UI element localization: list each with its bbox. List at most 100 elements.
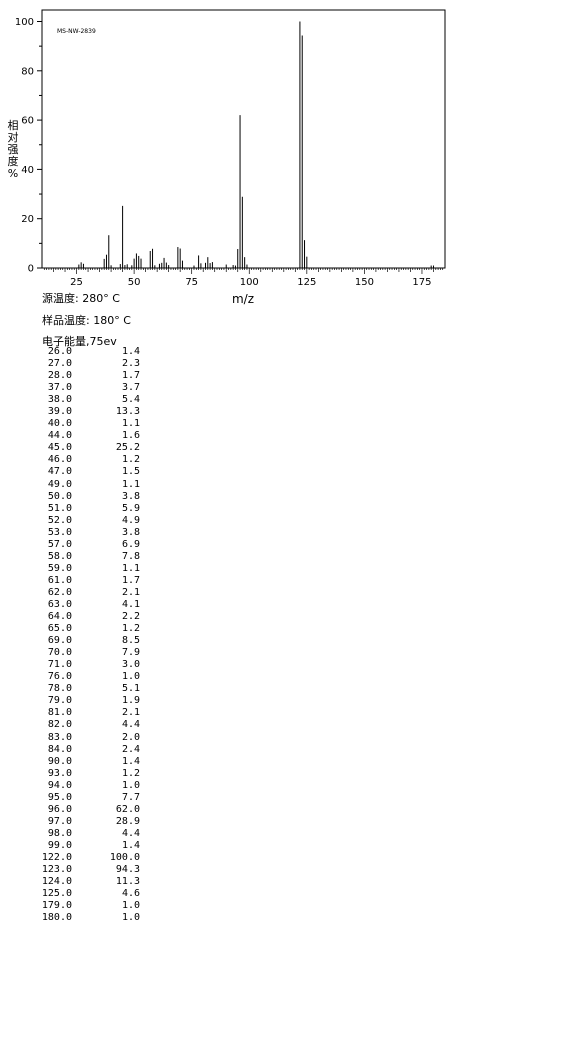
peak-intensity: 1.5	[121, 466, 140, 478]
peak-intensity: 25.2	[115, 442, 140, 454]
peak-mz: 93.0	[47, 767, 72, 779]
peak-mz: 38.0	[47, 394, 72, 406]
peak-intensity: 3.8	[121, 490, 140, 502]
x-axis: 25 50 75 100 125 150 175	[43, 268, 444, 288]
peak-intensity: 7.9	[121, 647, 140, 659]
peak-intensity: 2.1	[121, 707, 140, 719]
peak-row: 65.0 1.2	[42, 623, 162, 635]
x-tick-label: 25	[70, 277, 83, 288]
peak-intensity: 1.7	[121, 574, 140, 586]
peak-row: 28.0 1.7	[42, 370, 162, 382]
peak-intensity: 4.4	[121, 719, 140, 731]
peak-mz: 76.0	[47, 671, 72, 683]
peak-intensity: 1.0	[121, 900, 140, 912]
peak-row: 27.0 2.3	[42, 358, 162, 370]
peak-mz: 62.0	[47, 586, 72, 598]
peak-intensity: 94.3	[115, 864, 140, 876]
y-label-char: 相	[8, 119, 19, 132]
peak-intensity: 1.1	[121, 478, 140, 490]
peak-intensity: 11.3	[115, 876, 140, 888]
peak-row: 57.0 6.9	[42, 539, 162, 551]
peak-mz: 49.0	[47, 478, 72, 490]
peak-mz: 37.0	[47, 382, 72, 394]
peak-row: 50.0 3.8	[42, 491, 162, 503]
y-tick-label: 40	[21, 165, 34, 176]
peak-intensity: 5.4	[121, 394, 140, 406]
peak-intensity: 3.8	[121, 526, 140, 538]
peak-intensity: 1.4	[121, 755, 140, 767]
peak-intensity: 28.9	[115, 815, 140, 827]
source-temperature: 源温度: 280° C	[42, 292, 120, 305]
y-label-char: 强	[8, 143, 19, 156]
peak-row: 47.0 1.5	[42, 466, 162, 478]
peak-mz: 99.0	[47, 839, 72, 851]
peak-intensity: 2.3	[121, 358, 140, 370]
peak-row: 46.0 1.2	[42, 454, 162, 466]
peak-row: 40.0 1.1	[42, 418, 162, 430]
peak-mz: 57.0	[47, 538, 72, 550]
peak-row: 97.0 28.9	[42, 816, 162, 828]
peak-mz: 52.0	[47, 514, 72, 526]
peak-mz: 123.0	[41, 864, 72, 876]
peak-mz: 82.0	[47, 719, 72, 731]
peak-row: 76.0 1.0	[42, 671, 162, 683]
plot-frame	[41, 9, 446, 269]
x-tick-label: 125	[297, 277, 316, 288]
spectrum-id-label: MS-NW-2839	[57, 28, 96, 35]
y-axis: 0 20 40 60 80 100	[15, 17, 42, 275]
peak-row: 39.0 13.3	[42, 406, 162, 418]
peak-row: 37.0 3.7	[42, 382, 162, 394]
y-tick-label: 100	[15, 17, 34, 28]
peak-intensity: 2.4	[121, 743, 140, 755]
peak-mz: 47.0	[47, 466, 72, 478]
peak-row: 95.0 7.7	[42, 792, 162, 804]
peak-row: 93.0 1.2	[42, 768, 162, 780]
peak-row: 49.0 1.1	[42, 479, 162, 491]
peak-table: 26.0 1.4 27.0 2.3 28.0 1.7 37.0 3.7 38.0 5.4 39.0 1…	[42, 346, 162, 924]
peak-intensity: 1.2	[121, 454, 140, 466]
peak-row: 99.0 1.4	[42, 840, 162, 852]
peak-mz: 124.0	[41, 876, 72, 888]
peak-mz: 125.0	[41, 888, 72, 900]
peak-row: 45.0 25.2	[42, 442, 162, 454]
peak-row: 52.0 4.9	[42, 515, 162, 527]
peak-mz: 90.0	[47, 755, 72, 767]
y-tick-label: 0	[28, 264, 34, 275]
peak-row: 125.0 4.6	[42, 888, 162, 900]
sample-temperature: 样品温度: 180° C	[42, 314, 131, 327]
peak-intensity: 7.8	[121, 550, 140, 562]
peak-intensity: 2.2	[121, 611, 140, 623]
x-tick-label: 150	[355, 277, 374, 288]
peak-mz: 98.0	[47, 827, 72, 839]
peak-row: 124.0 11.3	[42, 876, 162, 888]
peak-row: 38.0 5.4	[42, 394, 162, 406]
electron-energy: 电子能量,75ev	[42, 335, 117, 348]
peak-mz: 50.0	[47, 490, 72, 502]
peak-intensity: 1.4	[121, 839, 140, 851]
peak-row: 79.0 1.9	[42, 695, 162, 707]
peak-row: 64.0 2.2	[42, 611, 162, 623]
x-axis-label: m/z	[232, 292, 254, 306]
peak-intensity: 1.2	[121, 623, 140, 635]
spectrum-peaks	[78, 21, 434, 268]
peak-intensity: 3.7	[121, 382, 140, 394]
peak-mz: 51.0	[47, 502, 72, 514]
peak-intensity: 1.1	[121, 418, 140, 430]
peak-row: 90.0 1.4	[42, 756, 162, 768]
peak-intensity: 1.1	[121, 562, 140, 574]
peak-intensity: 4.1	[121, 598, 140, 610]
peak-row: 180.0 1.0	[42, 912, 162, 924]
peak-mz: 39.0	[47, 406, 72, 418]
peak-intensity: 1.2	[121, 767, 140, 779]
peak-mz: 58.0	[47, 550, 72, 562]
peak-row: 96.0 62.0	[42, 804, 162, 816]
peak-row: 62.0 2.1	[42, 587, 162, 599]
peak-mz: 81.0	[47, 707, 72, 719]
peak-mz: 95.0	[47, 791, 72, 803]
peak-intensity: 5.1	[121, 683, 140, 695]
peak-mz: 28.0	[47, 370, 72, 382]
peak-intensity: 13.3	[115, 406, 140, 418]
peak-row: 61.0 1.7	[42, 575, 162, 587]
peak-intensity: 62.0	[115, 803, 140, 815]
